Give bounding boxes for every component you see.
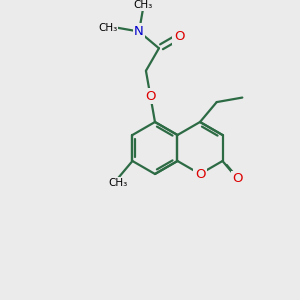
Text: N: N <box>134 25 144 38</box>
Text: O: O <box>195 167 205 181</box>
Text: O: O <box>232 172 243 185</box>
Text: CH₃: CH₃ <box>98 23 117 33</box>
Text: CH₃: CH₃ <box>133 0 152 10</box>
Text: O: O <box>145 90 156 103</box>
Text: O: O <box>174 30 184 43</box>
Text: CH₃: CH₃ <box>109 178 128 188</box>
